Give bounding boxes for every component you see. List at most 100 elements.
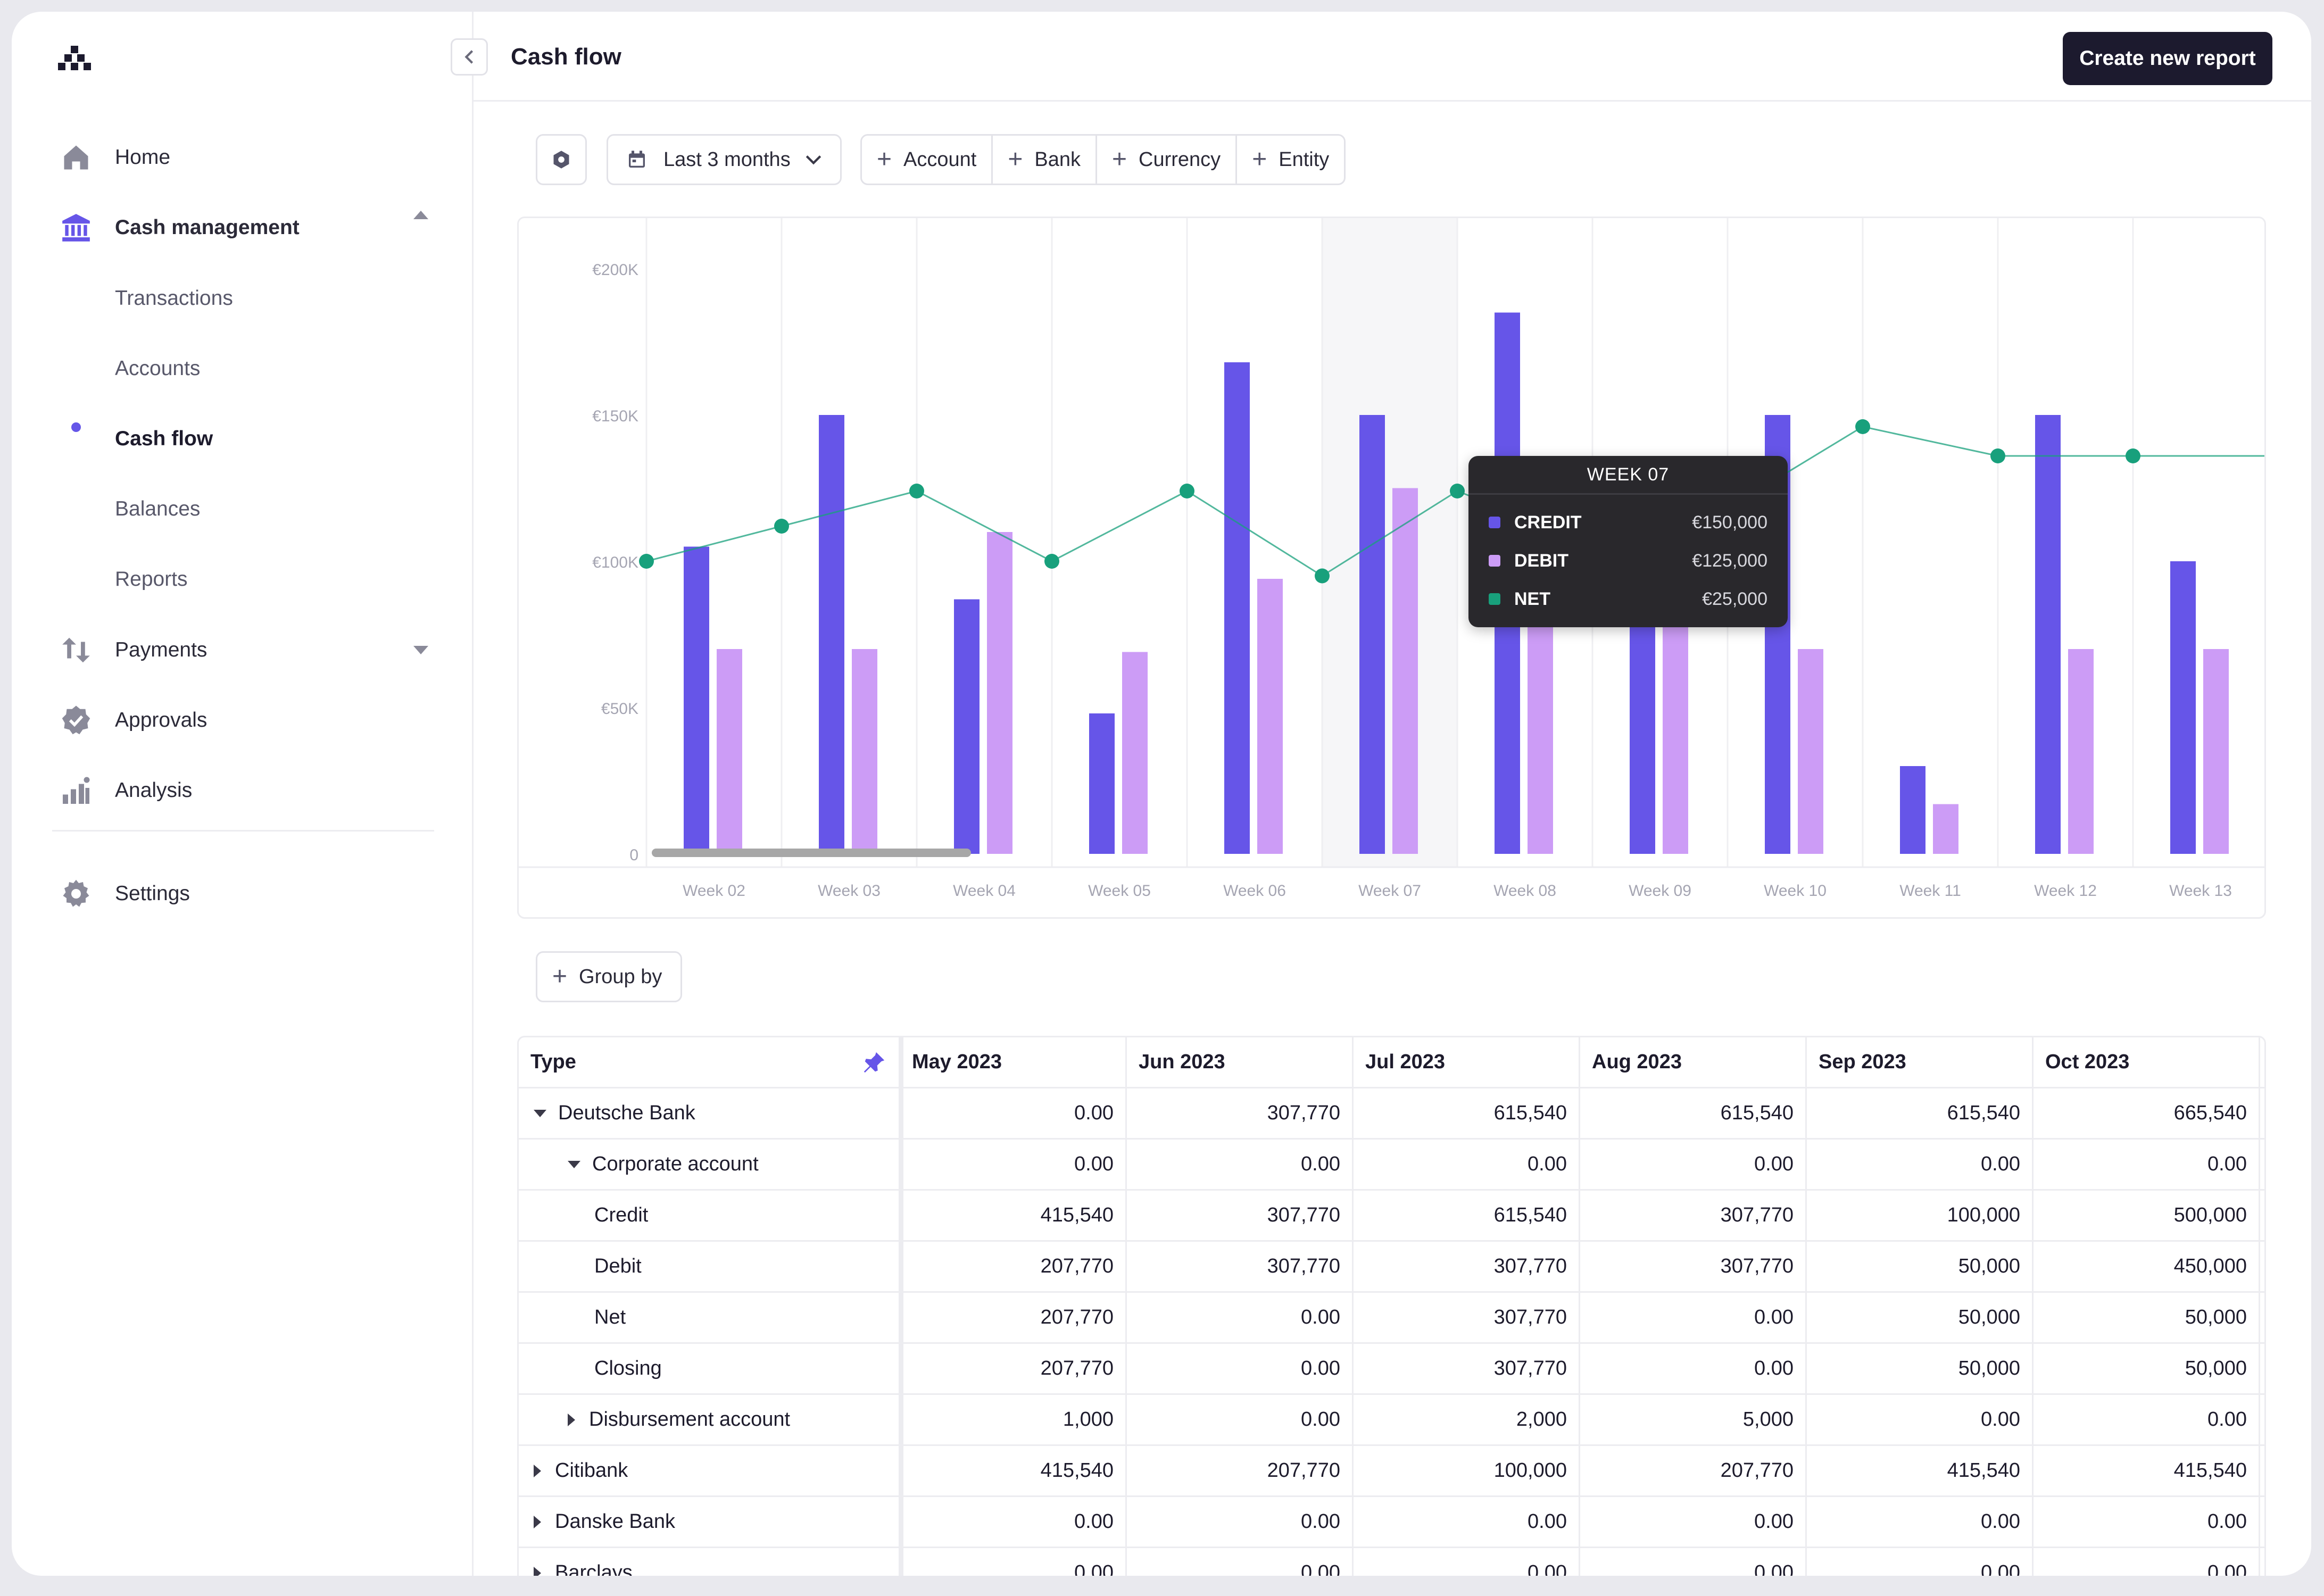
expand-toggle-icon[interactable] xyxy=(534,1109,546,1117)
nav-cash-management[interactable]: Cash management xyxy=(60,206,300,249)
type-column-header[interactable]: Type xyxy=(519,1037,900,1087)
x-tick-label: Week 11 xyxy=(1899,882,1961,900)
table-row[interactable]: Citibank 415,540 207,770 100,000 207,770 415,… xyxy=(519,1446,2264,1497)
table-cell: 0.00 xyxy=(1807,1497,2034,1547)
month-column-header[interactable]: Oct 2023 xyxy=(2034,1037,2260,1087)
table-cell: 0.00 xyxy=(1580,1293,1807,1342)
table-row[interactable]: Corporate account 0.00 0.00 0.00 0.00 0.00 0.0… xyxy=(519,1140,2264,1191)
create-new-report-button[interactable]: Create new report xyxy=(2063,32,2272,85)
net-point xyxy=(1044,554,1059,569)
table-cell: 0.00 xyxy=(1807,1140,2034,1189)
calendar-icon xyxy=(629,151,645,168)
table-cell: 307,770 xyxy=(1354,1293,1580,1342)
add-account-filter[interactable]: + Account xyxy=(862,136,993,184)
nav-payments[interactable]: Payments xyxy=(60,629,207,671)
x-tick-label: Week 06 xyxy=(1223,882,1286,900)
sidebar-item-transactions[interactable]: Transactions xyxy=(115,287,233,310)
x-tick-label: Week 05 xyxy=(1088,882,1151,900)
x-tick-label: Week 04 xyxy=(953,882,1016,900)
net-point xyxy=(1855,419,1870,434)
debit-bar xyxy=(852,649,877,854)
sidebar: Home Cash management Transactions Accoun… xyxy=(12,12,474,1576)
tooltip-value: €25,000 xyxy=(1702,588,1767,609)
chevron-down-icon xyxy=(806,155,821,165)
legend-swatch xyxy=(1489,593,1500,605)
row-label: Deutsche Bank xyxy=(558,1102,695,1124)
pin-icon[interactable] xyxy=(862,1050,886,1075)
nav-label: Home xyxy=(115,146,171,169)
table-cell: 500,000 xyxy=(2034,1191,2260,1240)
collapse-toggle-icon[interactable] xyxy=(534,1515,541,1528)
table-cell: 0.00 xyxy=(1807,1548,2034,1576)
nav-label: Settings xyxy=(115,882,190,905)
sidebar-item-balances[interactable]: Balances xyxy=(115,497,201,520)
row-type-cell: Citibank xyxy=(519,1446,900,1495)
nav-approvals[interactable]: Approvals xyxy=(60,699,207,742)
credit-bar xyxy=(2170,561,2196,854)
table-cell: 207,770 xyxy=(1127,1446,1354,1495)
legend-swatch xyxy=(1489,517,1500,528)
month-column-header[interactable]: Aug 2023 xyxy=(1580,1037,1807,1087)
collapse-toggle-icon[interactable] xyxy=(568,1413,575,1426)
table-row[interactable]: Deutsche Bank 0.00 307,770 615,540 615,540 61… xyxy=(519,1088,2264,1140)
app-logo[interactable] xyxy=(55,41,97,84)
table-cell: 307,770 xyxy=(1354,1344,1580,1393)
chevron-down-icon[interactable] xyxy=(413,646,428,654)
nav-home[interactable]: Home xyxy=(60,136,170,179)
nav-settings[interactable]: Settings xyxy=(60,872,190,915)
table-row[interactable]: Disbursement account 1,000 0.00 2,000 5,000 0… xyxy=(519,1395,2264,1446)
row-label: Debit xyxy=(594,1255,642,1277)
filter-label: Account xyxy=(903,148,977,171)
table-cell: 615,540 xyxy=(1354,1191,1580,1240)
table-cell: 615,540 xyxy=(1807,1088,2034,1138)
debit-bar xyxy=(987,532,1012,854)
table-row[interactable]: Danske Bank 0.00 0.00 0.00 0.00 0.00 0.00 xyxy=(519,1497,2264,1548)
month-column-header[interactable]: Sep 2023 xyxy=(1807,1037,2034,1087)
table-cell: 0.00 xyxy=(1127,1548,1354,1576)
table-header-row: Type May 2023 Jun 2023 Jul 2023 Aug 2023 Sep… xyxy=(519,1037,2264,1088)
table-cell: 50,000 xyxy=(2034,1293,2260,1342)
add-entity-filter[interactable]: + Entity xyxy=(1237,136,1344,184)
expand-toggle-icon[interactable] xyxy=(568,1160,580,1168)
plus-icon: + xyxy=(877,145,892,173)
date-range-value: Last 3 months xyxy=(663,148,791,171)
nav-analysis[interactable]: Analysis xyxy=(60,769,192,812)
month-column-header[interactable]: Jun 2023 xyxy=(1127,1037,1354,1087)
page-title: Cash flow xyxy=(511,44,621,70)
table-cell: 0.00 xyxy=(1127,1395,1354,1444)
x-tick-label: Week 10 xyxy=(1764,882,1827,900)
table-cell: 0.00 xyxy=(1354,1497,1580,1547)
date-range-dropdown[interactable]: Last 3 months xyxy=(607,134,842,185)
net-point xyxy=(1315,568,1330,584)
table-cell: 415,540 xyxy=(1807,1446,2034,1495)
tooltip-label: CREDIT xyxy=(1514,512,1582,533)
collapse-toggle-icon[interactable] xyxy=(534,1566,541,1576)
table-row[interactable]: Barclays 0.00 0.00 0.00 0.00 0.00 0.00 xyxy=(519,1548,2264,1576)
horizontal-scrollbar[interactable] xyxy=(652,849,971,857)
add-bank-filter[interactable]: + Bank xyxy=(993,136,1097,184)
x-tick-label: Week 09 xyxy=(1629,882,1691,900)
table-cell: 50,000 xyxy=(1807,1344,2034,1393)
analytics-icon xyxy=(60,774,93,807)
table-cell: 0.00 xyxy=(2034,1140,2260,1189)
net-point xyxy=(2265,448,2266,463)
group-by-button[interactable]: + Group by xyxy=(536,951,682,1002)
table-cell: 50,000 xyxy=(1807,1242,2034,1291)
table-cell: 0.00 xyxy=(1354,1548,1580,1576)
chevron-up-icon[interactable] xyxy=(413,211,428,219)
settings-filter-button[interactable] xyxy=(536,134,587,185)
collapse-toggle-icon[interactable] xyxy=(534,1464,541,1477)
hexagon-settings-icon xyxy=(553,151,569,169)
cash-flow-chart: 0 €50K €100K €150K €200K Week 02 Week 03 Week 0… xyxy=(517,217,2266,919)
table-cell: 450,000 xyxy=(2034,1242,2260,1291)
table-cell: 307,770 xyxy=(1127,1242,1354,1291)
sidebar-item-cash-flow[interactable]: Cash flow xyxy=(115,427,213,450)
month-column-header[interactable]: Jul 2023 xyxy=(1354,1037,1580,1087)
sidebar-item-reports[interactable]: Reports xyxy=(115,568,188,591)
sidebar-item-accounts[interactable]: Accounts xyxy=(115,357,201,380)
table-cell: 0.00 xyxy=(900,1140,1127,1189)
add-currency-filter[interactable]: + Currency xyxy=(1097,136,1238,184)
collapse-sidebar-button[interactable] xyxy=(451,38,488,76)
debit-bar xyxy=(2203,649,2229,854)
month-column-header[interactable]: May 2023 xyxy=(900,1037,1127,1087)
